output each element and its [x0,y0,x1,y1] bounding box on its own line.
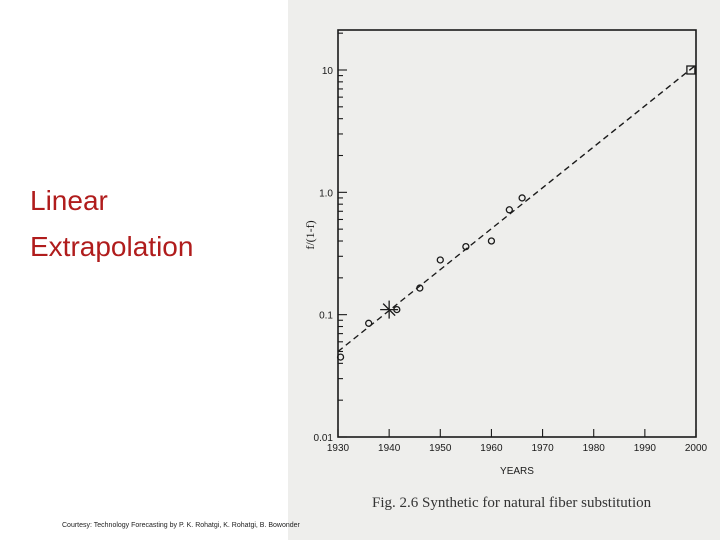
data-point [365,319,373,327]
data-point [518,194,526,202]
data-point [436,256,444,264]
y-tick-label: 0.1 [319,311,333,322]
title-line-1: Linear [30,185,108,216]
x-tick-label: 1980 [583,443,606,454]
y-tick-label: 0.01 [314,433,334,444]
marked-point [382,303,396,317]
y-tick-label: 1.0 [319,188,333,199]
data-point [416,284,424,292]
chart-svg: 0.01 0.1 1.0 10 1930 1940 1950 1960 1970 1980 1990… [303,29,708,477]
y-tick-label: 10 [322,66,334,77]
x-tick-label: 1940 [378,443,401,454]
courtesy-note: Courtesy: Technology Forecasting by P. K… [62,522,300,529]
scanned-figure-background [288,0,720,540]
plot-frame [337,29,697,438]
x-tick-label: 1970 [531,443,554,454]
data-point [336,353,345,361]
y-axis-label: f/(1-f) [303,220,317,249]
x-tick-label: 1960 [480,443,503,454]
x-axis-label: YEARS [500,466,534,477]
slide-title: Linear Extrapolation [30,178,280,270]
data-point [462,242,470,251]
x-tick-label: 2000 [685,443,708,454]
title-line-2: Extrapolation [30,231,194,262]
data-point [505,206,513,214]
data-point [487,237,496,245]
x-tick-label: 1990 [634,443,657,454]
endpoint-marker [686,65,696,75]
trend-line [337,64,697,353]
figure-caption: Fig. 2.6 Synthetic for natural fiber sub… [372,495,652,511]
x-tick-label: 1950 [429,443,452,454]
x-tick-label: 1930 [327,443,350,454]
